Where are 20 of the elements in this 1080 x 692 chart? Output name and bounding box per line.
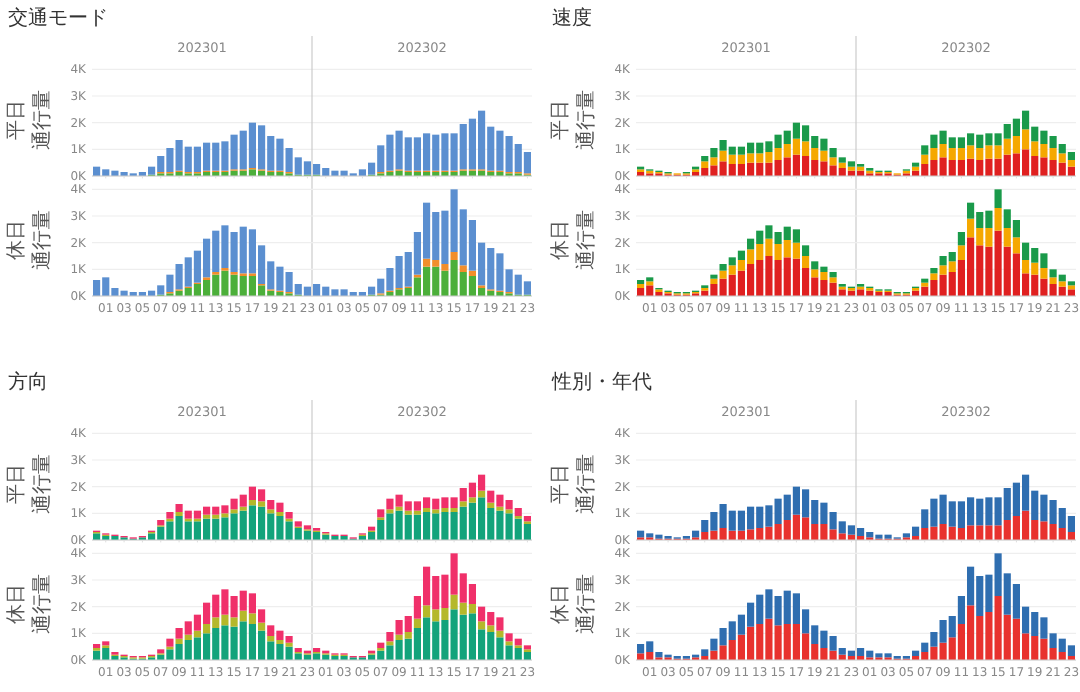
text: 平日: [550, 464, 572, 504]
y-axis-title: 通行量: [574, 90, 598, 150]
y-axis-title: 通行量: [30, 210, 54, 270]
text: 平日: [6, 464, 28, 504]
text: 平日: [6, 100, 28, 140]
text: 平日: [550, 100, 572, 140]
text: 休日: [6, 220, 28, 260]
chart-title: 速度: [552, 6, 592, 30]
text: 休日: [550, 584, 572, 624]
chart-title: 性別・年代: [550, 370, 652, 394]
y-axis-title: 通行量: [30, 574, 54, 634]
text: 休日: [550, 220, 572, 260]
y-axis-title: 通行量: [574, 210, 598, 270]
y-axis-title: 通行量: [574, 454, 598, 514]
text: 休日: [6, 584, 28, 624]
y-axis-title: 通行量: [574, 574, 598, 634]
chart-title: 方向: [8, 370, 48, 394]
y-axis-title: 通行量: [30, 90, 54, 150]
y-axis-title: 通行量: [30, 454, 54, 514]
chart-title: 交通モード: [8, 6, 108, 30]
